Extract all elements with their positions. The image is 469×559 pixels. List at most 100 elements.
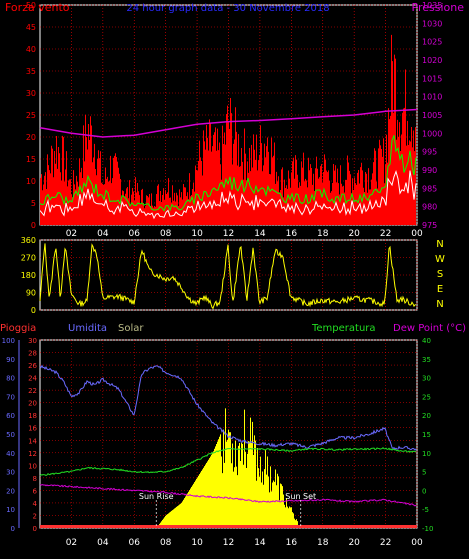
wind-direction-line bbox=[39, 243, 417, 310]
top-x-tick-label: 04 bbox=[97, 229, 109, 239]
rain-baseline bbox=[40, 525, 417, 528]
rain-tick-label: 28 bbox=[28, 350, 37, 358]
rain-tick-label: 0 bbox=[33, 525, 37, 533]
humidity-line bbox=[39, 364, 417, 451]
wind-tick-label: 30 bbox=[26, 89, 36, 98]
direction-tick-label: 0 bbox=[31, 306, 36, 315]
wind-low-line bbox=[39, 170, 417, 220]
top-x-tick-label: 06 bbox=[129, 229, 141, 239]
top-x-tick-label: 12 bbox=[223, 229, 234, 239]
top-x-tick-label: 22 bbox=[380, 229, 391, 239]
top-x-tick-label: 00 bbox=[411, 229, 423, 239]
compass-label: E bbox=[437, 284, 443, 295]
bottom-x-tick-label: 00 bbox=[411, 538, 423, 548]
temperature-tick-label: 5 bbox=[422, 469, 426, 477]
rain-tick-label: 20 bbox=[28, 400, 37, 408]
wind-tick-label: 5 bbox=[31, 199, 36, 208]
bottom-x-tick-label: 08 bbox=[160, 538, 172, 548]
bottom-x-tick-label: 14 bbox=[254, 538, 266, 548]
top-x-tick-label: 10 bbox=[191, 229, 203, 239]
wind-tick-label: 0 bbox=[31, 221, 36, 230]
top-x-tick-label: 08 bbox=[160, 229, 172, 239]
bottom-x-tick-label: 20 bbox=[348, 538, 360, 548]
bottom-x-tick-label: 12 bbox=[223, 538, 234, 548]
dew-point-line bbox=[39, 484, 417, 507]
humidity-tick-label: 70 bbox=[6, 393, 15, 401]
pressure-line bbox=[39, 108, 418, 138]
pressure-tick-label: 1000 bbox=[422, 129, 442, 138]
legend-label: Solar bbox=[118, 323, 144, 334]
pressure-tick-label: 1025 bbox=[422, 38, 442, 47]
bottom-x-tick-label: 22 bbox=[380, 538, 391, 548]
bottom-x-tick-label: 18 bbox=[317, 538, 329, 548]
rain-tick-label: 10 bbox=[28, 462, 37, 470]
wind-tick-label: 40 bbox=[26, 45, 36, 54]
sunset-label: Sun Set bbox=[285, 492, 316, 501]
wind-tick-label: 25 bbox=[26, 111, 36, 120]
pressure-tick-label: 985 bbox=[422, 184, 437, 193]
top-x-tick-label: 14 bbox=[254, 229, 266, 239]
pressure-tick-label: 1015 bbox=[422, 74, 442, 83]
humidity-tick-label: 50 bbox=[6, 431, 15, 439]
temperature-tick-label: 35 bbox=[422, 356, 431, 364]
pressure-tick-label: 1020 bbox=[422, 56, 442, 65]
temperature-tick-label: 25 bbox=[422, 393, 431, 401]
top-x-tick-label: 20 bbox=[348, 229, 360, 239]
rain-tick-label: 6 bbox=[33, 487, 38, 495]
top-x-tick-label: 02 bbox=[66, 229, 77, 239]
legend-label: Temperatura bbox=[311, 323, 376, 334]
humidity-tick-label: 10 bbox=[6, 506, 15, 514]
rain-tick-label: 22 bbox=[28, 387, 37, 395]
temperature-tick-label: -5 bbox=[422, 506, 429, 514]
pressure-tick-label: 995 bbox=[422, 148, 437, 157]
compass-label: S bbox=[437, 269, 443, 280]
wind-tick-label: 20 bbox=[26, 133, 36, 142]
wind-axis-title: Forza vento bbox=[5, 1, 70, 14]
rain-tick-label: 30 bbox=[28, 337, 37, 345]
pressure-tick-label: 980 bbox=[422, 203, 437, 212]
rain-tick-label: 18 bbox=[28, 412, 37, 420]
pressure-tick-label: 990 bbox=[422, 166, 437, 175]
chart-title: 24 hour graph data - 30 Novembre 2018 bbox=[126, 3, 329, 14]
temperature-tick-label: 0 bbox=[422, 487, 426, 495]
temperature-tick-label: 30 bbox=[422, 375, 431, 383]
compass-label: W bbox=[435, 254, 445, 265]
direction-tick-label: 360 bbox=[21, 236, 36, 245]
humidity-tick-label: 100 bbox=[2, 337, 15, 345]
rain-tick-label: 14 bbox=[28, 437, 37, 445]
wind-tick-label: 10 bbox=[26, 177, 36, 186]
pressure-tick-label: 975 bbox=[422, 221, 437, 230]
humidity-tick-label: 90 bbox=[6, 356, 15, 364]
pressure-tick-label: 1010 bbox=[422, 93, 442, 102]
pressure-axis-title: Pressione bbox=[412, 1, 465, 14]
direction-tick-label: 180 bbox=[21, 271, 36, 280]
pressure-tick-label: 1030 bbox=[422, 19, 442, 28]
wind-tick-label: 15 bbox=[26, 155, 36, 164]
bottom-x-tick-label: 06 bbox=[129, 538, 141, 548]
direction-tick-label: 90 bbox=[26, 289, 36, 298]
rain-tick-label: 8 bbox=[33, 475, 37, 483]
humidity-tick-label: 40 bbox=[6, 450, 15, 458]
rain-tick-label: 4 bbox=[33, 500, 38, 508]
pressure-tick-label: 1005 bbox=[422, 111, 442, 120]
bottom-x-tick-label: 10 bbox=[191, 538, 203, 548]
wind-tick-label: 45 bbox=[26, 23, 36, 32]
temperature-tick-label: 20 bbox=[422, 412, 431, 420]
temperature-tick-label: -10 bbox=[422, 525, 433, 533]
rain-tick-label: 26 bbox=[28, 362, 37, 370]
top-x-tick-label: 18 bbox=[317, 229, 329, 239]
humidity-tick-label: 0 bbox=[11, 525, 15, 533]
wind-tick-label: 50 bbox=[26, 1, 36, 10]
temperature-tick-label: 40 bbox=[422, 337, 431, 345]
wind-average-line bbox=[39, 135, 417, 212]
humidity-tick-label: 30 bbox=[6, 469, 15, 477]
legend-label: Pioggia bbox=[0, 323, 36, 334]
humidity-tick-label: 80 bbox=[6, 375, 15, 383]
top-x-tick-label: 16 bbox=[286, 229, 298, 239]
sunrise-label: Sun Rise bbox=[139, 492, 174, 501]
direction-tick-label: 270 bbox=[21, 254, 36, 263]
bottom-x-tick-label: 04 bbox=[97, 538, 109, 548]
rain-tick-label: 16 bbox=[28, 425, 37, 433]
